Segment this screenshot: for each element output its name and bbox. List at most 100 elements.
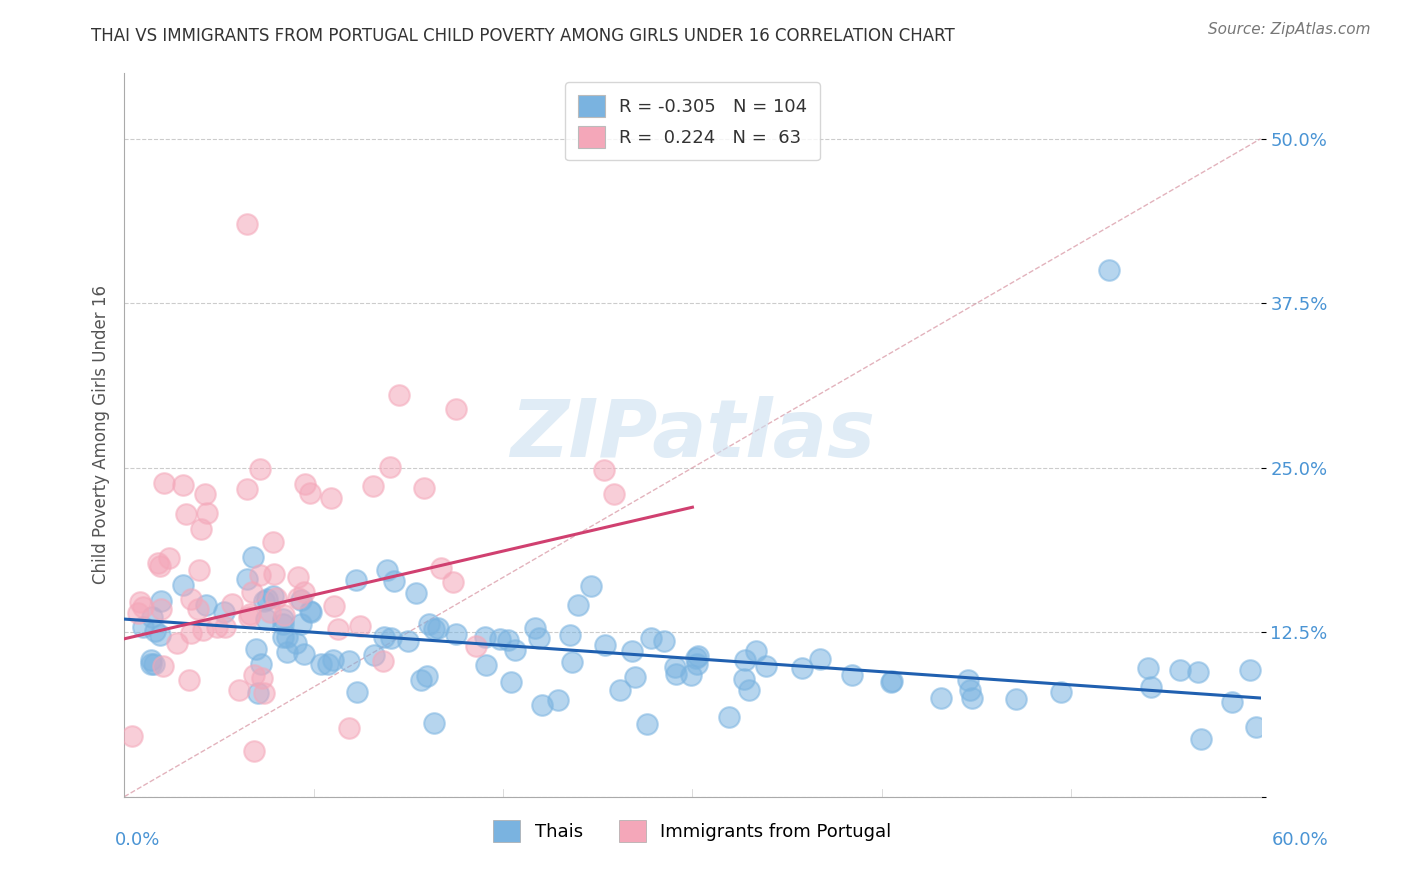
Point bbox=[152, 658, 174, 673]
Point bbox=[242, 550, 264, 565]
Point bbox=[464, 639, 486, 653]
Point bbox=[236, 217, 259, 231]
Point bbox=[238, 610, 260, 624]
Point bbox=[1137, 661, 1160, 675]
Point bbox=[290, 593, 312, 607]
Point bbox=[567, 598, 589, 612]
Point bbox=[1168, 663, 1191, 677]
Point bbox=[496, 633, 519, 648]
Point bbox=[808, 651, 831, 665]
Text: 0.0%: 0.0% bbox=[115, 831, 160, 849]
Point bbox=[718, 710, 741, 724]
Point bbox=[292, 648, 315, 662]
Point bbox=[290, 617, 312, 632]
Point bbox=[841, 667, 863, 681]
Point bbox=[292, 585, 315, 599]
Point bbox=[499, 675, 522, 690]
Point bbox=[579, 579, 602, 593]
Point bbox=[271, 630, 294, 644]
Point bbox=[427, 621, 450, 635]
Point bbox=[592, 463, 614, 477]
Point bbox=[418, 616, 440, 631]
Point bbox=[665, 667, 688, 681]
Point bbox=[180, 592, 202, 607]
Point bbox=[132, 620, 155, 634]
Point bbox=[299, 486, 322, 500]
Point bbox=[287, 570, 309, 584]
Point bbox=[212, 605, 235, 619]
Point bbox=[190, 522, 212, 536]
Point bbox=[621, 644, 644, 658]
Point bbox=[141, 610, 163, 624]
Point bbox=[685, 651, 707, 665]
Point bbox=[337, 654, 360, 668]
Point bbox=[264, 591, 287, 605]
Point bbox=[882, 674, 904, 689]
Point bbox=[380, 632, 402, 646]
Point bbox=[664, 660, 686, 674]
Point bbox=[153, 476, 176, 491]
Point bbox=[640, 632, 662, 646]
Point bbox=[396, 634, 419, 648]
Text: Source: ZipAtlas.com: Source: ZipAtlas.com bbox=[1208, 22, 1371, 37]
Point bbox=[318, 657, 340, 672]
Point bbox=[276, 630, 298, 644]
Point bbox=[249, 567, 271, 582]
Point bbox=[263, 566, 285, 581]
Text: THAI VS IMMIGRANTS FROM PORTUGAL CHILD POVERTY AMONG GIRLS UNDER 16 CORRELATION : THAI VS IMMIGRANTS FROM PORTUGAL CHILD P… bbox=[91, 27, 955, 45]
Point bbox=[423, 622, 446, 636]
Point bbox=[247, 686, 270, 700]
Point bbox=[276, 645, 298, 659]
Point bbox=[245, 642, 267, 657]
Point bbox=[409, 673, 432, 687]
Point bbox=[299, 605, 322, 619]
Point bbox=[249, 657, 271, 671]
Point bbox=[132, 600, 155, 615]
Point bbox=[679, 668, 702, 682]
Point bbox=[686, 657, 709, 671]
Point bbox=[956, 673, 979, 687]
Point bbox=[319, 491, 342, 506]
Point bbox=[166, 635, 188, 649]
Point bbox=[311, 657, 333, 671]
Point bbox=[1140, 680, 1163, 694]
Point bbox=[243, 744, 266, 758]
Point bbox=[1222, 695, 1244, 709]
Point bbox=[250, 671, 273, 685]
Point bbox=[193, 623, 215, 637]
Point bbox=[259, 605, 281, 619]
Point bbox=[205, 620, 228, 634]
Point bbox=[474, 630, 496, 644]
Point bbox=[287, 591, 309, 606]
Point bbox=[240, 584, 263, 599]
Point bbox=[337, 721, 360, 735]
Point bbox=[603, 487, 626, 501]
Point bbox=[149, 558, 172, 573]
Point bbox=[262, 535, 284, 549]
Point bbox=[256, 592, 278, 607]
Point bbox=[375, 563, 398, 577]
Point bbox=[139, 657, 162, 671]
Point bbox=[243, 668, 266, 682]
Point bbox=[194, 598, 217, 612]
Point bbox=[959, 683, 981, 698]
Point bbox=[1098, 263, 1121, 277]
Point bbox=[214, 620, 236, 634]
Point bbox=[363, 648, 385, 662]
Point bbox=[197, 506, 219, 520]
Point bbox=[430, 561, 453, 575]
Y-axis label: Child Poverty Among Girls Under 16: Child Poverty Among Girls Under 16 bbox=[93, 285, 110, 584]
Point bbox=[294, 476, 316, 491]
Point bbox=[361, 479, 384, 493]
Point bbox=[382, 574, 405, 588]
Point bbox=[344, 574, 367, 588]
Point bbox=[121, 729, 143, 743]
Point bbox=[609, 683, 631, 698]
Point bbox=[737, 683, 759, 698]
Point bbox=[1187, 665, 1209, 679]
Point bbox=[239, 607, 262, 621]
Point bbox=[503, 643, 526, 657]
Point bbox=[547, 692, 569, 706]
Point bbox=[790, 661, 813, 675]
Point bbox=[745, 644, 768, 658]
